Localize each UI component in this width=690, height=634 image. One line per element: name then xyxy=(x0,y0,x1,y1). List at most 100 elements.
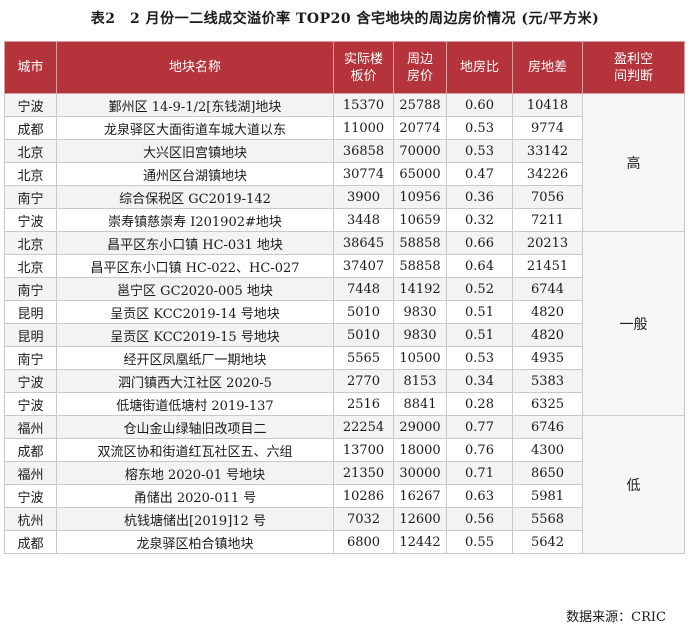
cell-price: 3448 xyxy=(333,208,394,232)
cell-diff: 6744 xyxy=(512,277,583,301)
cell-price: 11000 xyxy=(333,116,394,140)
cell-diff: 6746 xyxy=(512,415,583,439)
cell-city: 宁波 xyxy=(4,369,57,393)
cell-city: 北京 xyxy=(4,139,57,163)
cell-price: 15370 xyxy=(333,93,394,117)
data-table: 城市 地块名称 实际楼 板价 周边 房价 地房比 房地差 盈利空 间判断 宁波 鄞州区 … xyxy=(4,41,685,554)
cell-judge: 高 xyxy=(582,93,685,232)
cell-plot: 邕宁区 GC2020-005 地块 xyxy=(56,277,334,301)
cell-price: 2516 xyxy=(333,392,394,416)
table-row: 昆明 呈贡区 KCC2019-15 号地块 5010 9830 0.51 4820 xyxy=(4,323,685,347)
cell-diff: 21451 xyxy=(512,254,583,278)
cell-price: 38645 xyxy=(333,231,394,255)
cell-price: 7032 xyxy=(333,507,394,531)
cell-ratio: 0.52 xyxy=(446,277,513,301)
cell-diff: 4300 xyxy=(512,438,583,462)
table-row: 宁波 崇寿镇慈崇寿 I201902#地块 3448 10659 0.32 7211 xyxy=(4,208,685,232)
cell-plot: 仓山金山绿轴旧改项目二 xyxy=(56,415,334,439)
cell-diff: 5568 xyxy=(512,507,583,531)
cell-price: 5010 xyxy=(333,323,394,347)
cell-around: 8153 xyxy=(393,369,447,393)
cell-ratio: 0.56 xyxy=(446,507,513,531)
table-row: 宁波 鄞州区 14-9-1/2[东钱湖]地块 15370 25788 0.60 10418… xyxy=(4,93,685,232)
cell-price: 30774 xyxy=(333,162,394,186)
cell-plot: 低塘街道低塘村 2019-137 xyxy=(56,392,334,416)
cell-city: 昆明 xyxy=(4,323,57,347)
cell-around: 20774 xyxy=(393,116,447,140)
cell-plot: 龙泉驿区大面街道车城大道以东 xyxy=(56,116,334,140)
cell-around: 65000 xyxy=(393,162,447,186)
cell-diff: 6325 xyxy=(512,392,583,416)
cell-around: 58858 xyxy=(393,254,447,278)
header-price: 实际楼 板价 xyxy=(333,41,394,94)
cell-diff: 5642 xyxy=(512,530,583,554)
cell-city: 福州 xyxy=(4,461,57,485)
cell-diff: 4820 xyxy=(512,323,583,347)
cell-price: 21350 xyxy=(333,461,394,485)
cell-city: 宁波 xyxy=(4,392,57,416)
cell-around: 10500 xyxy=(393,346,447,370)
cell-price: 2770 xyxy=(333,369,394,393)
cell-diff: 9774 xyxy=(512,116,583,140)
cell-plot: 杭钱塘储出[2019]12 号 xyxy=(56,507,334,531)
cell-plot: 大兴区旧宫镇地块 xyxy=(56,139,334,163)
cell-around: 16267 xyxy=(393,484,447,508)
cell-city: 南宁 xyxy=(4,185,57,209)
cell-ratio: 0.66 xyxy=(446,231,513,255)
cell-around: 18000 xyxy=(393,438,447,462)
cell-around: 30000 xyxy=(393,461,447,485)
cell-ratio: 0.51 xyxy=(446,323,513,347)
cell-city: 北京 xyxy=(4,231,57,255)
cell-ratio: 0.60 xyxy=(446,93,513,117)
cell-diff: 8650 xyxy=(512,461,583,485)
table-title: 表2 2 月份一二线成交溢价率 TOP20 含宅地块的周边房价情况 (元/平方米… xyxy=(90,11,600,27)
cell-around: 25788 xyxy=(393,93,447,117)
cell-around: 14192 xyxy=(393,277,447,301)
cell-ratio: 0.76 xyxy=(446,438,513,462)
cell-plot: 鄞州区 14-9-1/2[东钱湖]地块 xyxy=(56,93,334,117)
cell-city: 宁波 xyxy=(4,93,57,117)
cell-diff: 33142 xyxy=(512,139,583,163)
cell-plot: 综合保税区 GC2019-142 xyxy=(56,185,334,209)
cell-price: 5565 xyxy=(333,346,394,370)
table-row: 成都 双流区协和街道红瓦社区五、六组 13700 18000 0.76 4300 xyxy=(4,438,685,462)
table-row: 宁波 低塘街道低塘村 2019-137 2516 8841 0.28 6325 xyxy=(4,392,685,416)
table-row: 福州 榕东地 2020-01 号地块 21350 30000 0.71 8650 xyxy=(4,461,685,485)
cell-ratio: 0.53 xyxy=(446,346,513,370)
cell-around: 10659 xyxy=(393,208,447,232)
cell-plot: 崇寿镇慈崇寿 I201902#地块 xyxy=(56,208,334,232)
cell-around: 58858 xyxy=(393,231,447,255)
cell-city: 宁波 xyxy=(4,208,57,232)
cell-plot: 呈贡区 KCC2019-14 号地块 xyxy=(56,300,334,324)
cell-city: 福州 xyxy=(4,415,57,439)
cell-city: 宁波 xyxy=(4,484,57,508)
cell-ratio: 0.53 xyxy=(446,139,513,163)
cell-city: 成都 xyxy=(4,116,57,140)
cell-ratio: 0.51 xyxy=(446,300,513,324)
table-row: 成都 龙泉驿区柏合镇地块 6800 12442 0.55 5642 xyxy=(4,530,685,554)
header-row: 城市 地块名称 实际楼 板价 周边 房价 地房比 房地差 盈利空 间判断 xyxy=(4,41,685,94)
cell-ratio: 0.53 xyxy=(446,116,513,140)
cell-ratio: 0.71 xyxy=(446,461,513,485)
cell-diff: 4820 xyxy=(512,300,583,324)
cell-judge: 低 xyxy=(582,415,685,554)
source-note: 数据来源：CRIC xyxy=(566,610,666,625)
table-row: 福州 仓山金山绿轴旧改项目二 22254 29000 0.77 6746 低 xyxy=(4,415,685,554)
header-city: 城市 xyxy=(4,41,57,94)
cell-ratio: 0.32 xyxy=(446,208,513,232)
cell-diff: 7211 xyxy=(512,208,583,232)
cell-city: 南宁 xyxy=(4,277,57,301)
cell-plot: 泗门镇西大江社区 2020-5 xyxy=(56,369,334,393)
cell-diff: 7056 xyxy=(512,185,583,209)
cell-price: 7448 xyxy=(333,277,394,301)
cell-around: 12600 xyxy=(393,507,447,531)
cell-price: 36858 xyxy=(333,139,394,163)
cell-ratio: 0.64 xyxy=(446,254,513,278)
cell-around: 12442 xyxy=(393,530,447,554)
header-plot: 地块名称 xyxy=(56,41,334,94)
cell-plot: 经开区凤凰纸厂一期地块 xyxy=(56,346,334,370)
cell-plot: 双流区协和街道红瓦社区五、六组 xyxy=(56,438,334,462)
table-row: 宁波 甬储出 2020-011 号 10286 16267 0.63 5981 xyxy=(4,484,685,508)
cell-around: 70000 xyxy=(393,139,447,163)
table-row: 成都 龙泉驿区大面街道车城大道以东 11000 20774 0.53 9774 xyxy=(4,116,685,140)
